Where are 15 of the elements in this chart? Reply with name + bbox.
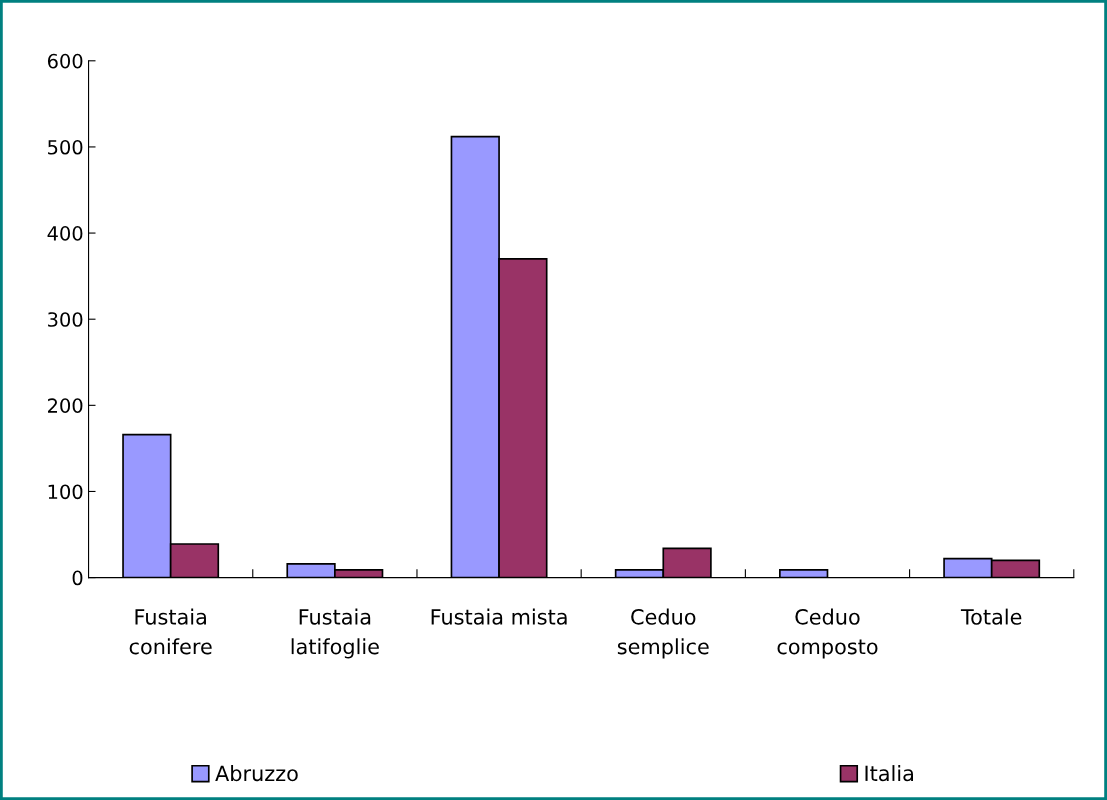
y-tick-label: 500 (48, 139, 83, 155)
legend-label: Italia (865, 765, 913, 782)
x-tick-label: Ceduo semplice (617, 608, 709, 659)
y-tick-label: 400 (47, 226, 83, 241)
y-tick-label: 600 (47, 53, 83, 69)
y-tick-label: 0 (72, 570, 83, 586)
legend-label: Abruzzo (215, 765, 298, 782)
x-tick-label: Fustaia mista (431, 608, 567, 625)
x-tick-label: Totale (960, 608, 1022, 625)
y-tick-label: 200 (48, 398, 83, 413)
x-tick-label: Fustaia latifoglie (291, 608, 379, 659)
y-tick-label: 300 (48, 312, 83, 327)
x-tick-label: Ceduo composto (777, 608, 878, 659)
x-tick-label: Fustaia conifere (129, 608, 212, 655)
y-tick-label: 100 (48, 484, 83, 500)
